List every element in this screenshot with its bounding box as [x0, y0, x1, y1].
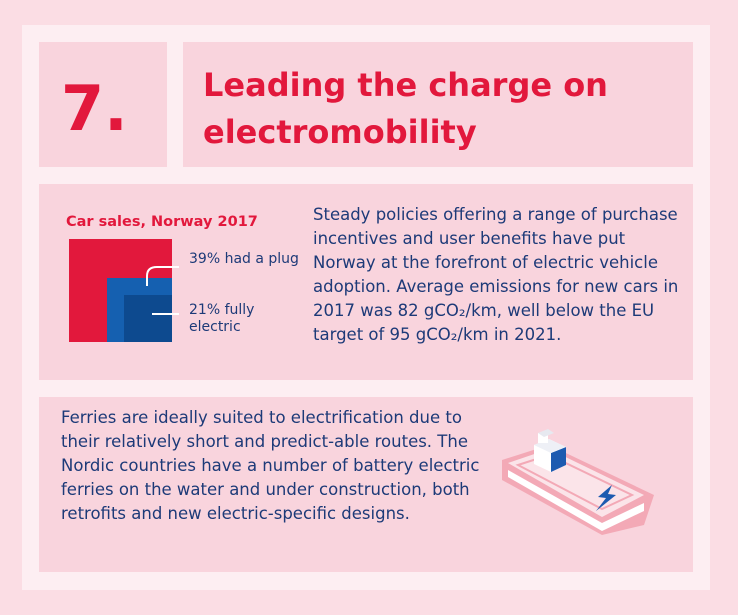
number-panel: 7. [39, 42, 167, 167]
electric-share-label: 21% fully electric [189, 302, 255, 335]
section-number: 7. [61, 72, 128, 145]
lightning-bolt-icon [596, 485, 616, 511]
car-policy-text: Steady policies offering a range of purc… [313, 205, 679, 344]
section-title: Leading the charge on electromobility [203, 66, 608, 151]
electric-ferry-icon [502, 429, 654, 535]
chart-title: Car sales, Norway 2017 [66, 214, 258, 230]
plug-connector-line [146, 266, 179, 286]
plug-share-label: 39% had a plug [189, 251, 299, 267]
ferry-panel: Ferries are ideally suited to electrific… [39, 397, 693, 572]
electric-square [124, 295, 172, 342]
title-panel: Leading the charge on electromobility [183, 42, 693, 167]
ferry-text: Ferries are ideally suited to electrific… [61, 408, 480, 523]
car-sales-panel: Car sales, Norway 2017 39% had a plug 21… [39, 184, 693, 380]
car-sales-chart [69, 239, 179, 342]
